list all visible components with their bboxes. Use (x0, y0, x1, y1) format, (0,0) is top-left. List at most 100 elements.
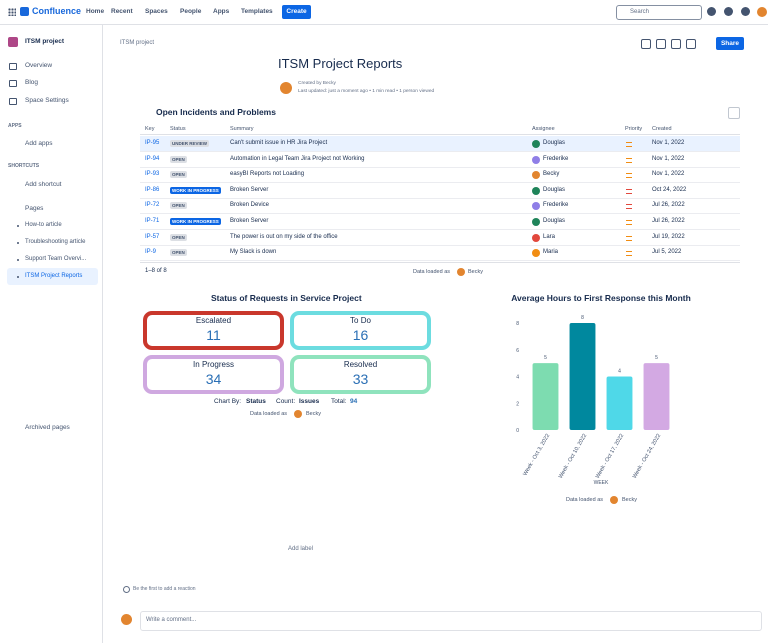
reaction-prompt[interactable]: Be the first to add a reaction (133, 586, 196, 592)
sidebar-link[interactable]: Blog (25, 79, 39, 86)
toolbar-icon[interactable] (656, 39, 666, 49)
loaded-user: Becky (622, 497, 637, 503)
row-rule (140, 260, 740, 262)
status-lozenge: WORK IN PROGRESS (170, 218, 221, 225)
created-date: Nov 1, 2022 (652, 140, 685, 146)
assignee: Douglas (543, 186, 566, 193)
x-axis-label: WEEK (594, 480, 609, 486)
page-bullet (17, 242, 19, 244)
x-tick-label: Week - Oct 3, 2022 (522, 433, 551, 477)
chart-meta: Count: (276, 398, 296, 405)
box-label: To Do (350, 316, 371, 325)
pagination: 1–8 of 8 (145, 268, 167, 274)
page-link[interactable]: Support Team Overvi... (25, 256, 87, 262)
issue-key[interactable]: IP-94 (145, 155, 160, 162)
sidebar-link[interactable]: Overview (25, 62, 53, 69)
add-shortcut[interactable]: Add shortcut (25, 181, 62, 188)
nav-icon[interactable] (707, 7, 716, 16)
toolbar-icon[interactable] (671, 39, 681, 49)
search-placeholder: Search (630, 9, 650, 15)
box-value: 33 (352, 371, 369, 387)
comment-box[interactable]: Write a comment... (140, 611, 762, 631)
created-date: Jul 26, 2022 (652, 202, 685, 209)
priority-icon (626, 157, 632, 163)
add-label[interactable]: Add label (288, 546, 314, 552)
comment-placeholder: Write a comment... (146, 617, 197, 623)
status-chart-title: Status of Requests in Service Project (211, 293, 362, 303)
nav-item[interactable]: People (180, 8, 202, 15)
status-lozenge: OPEN (170, 202, 187, 210)
toolbar-icon[interactable] (641, 39, 651, 49)
issue-key[interactable]: IP-95 (145, 140, 160, 146)
page-link[interactable]: How-to article (25, 222, 62, 228)
page-bullet (17, 259, 19, 261)
issue-key[interactable]: IP-71 (145, 218, 160, 224)
create-button[interactable]: Create (282, 5, 311, 19)
issue-key[interactable]: IP-72 (145, 202, 160, 209)
status-lozenge: WORK IN PROGRESS (170, 186, 221, 194)
user-avatar[interactable] (757, 7, 767, 17)
nav-item[interactable]: Home (86, 8, 105, 15)
status-lozenge: UNDER REVIEW (170, 140, 210, 147)
loaded-as: Data loaded as (250, 411, 287, 417)
space-name[interactable]: ITSM project (25, 38, 65, 45)
issue-key[interactable]: IP-93 (145, 171, 160, 178)
row-rule (140, 151, 740, 152)
table-header: Status (170, 126, 186, 132)
toolbar-icon[interactable] (686, 39, 696, 49)
bar (569, 323, 596, 430)
table-menu[interactable] (728, 107, 740, 119)
created-date: Nov 1, 2022 (652, 171, 685, 178)
page-meta: Last updated: just a moment ago • 1 min … (298, 89, 435, 94)
chart-meta: Issues (299, 398, 320, 405)
chart-meta: Status (246, 398, 266, 405)
issue-key[interactable]: IP-86 (145, 186, 160, 193)
nav-item[interactable]: Templates (241, 8, 273, 15)
add-apps[interactable]: Add apps (25, 140, 53, 147)
status-box[interactable]: Escalated 11 (143, 311, 284, 350)
nav-item[interactable]: Apps (213, 8, 230, 15)
assignee-avatar (532, 249, 540, 258)
reaction-icon[interactable] (123, 586, 130, 593)
pages-heading[interactable]: Pages (25, 205, 44, 212)
assignee: Frederike (543, 202, 569, 209)
status-box[interactable]: Resolved 33 (290, 355, 431, 394)
x-tick-label: Week - Oct 10, 2022 (558, 433, 588, 480)
priority-icon (626, 251, 632, 257)
search-box[interactable]: Search (616, 5, 702, 20)
sidebar-link[interactable]: Space Settings (25, 97, 69, 104)
breadcrumb[interactable]: ITSM project (120, 40, 155, 46)
bar (643, 363, 670, 430)
priority-icon (626, 204, 632, 210)
status-box[interactable]: To Do 16 (290, 311, 431, 350)
row-rule (140, 213, 740, 215)
assignee: Maria (543, 249, 559, 256)
status-box[interactable]: In Progress 34 (143, 355, 284, 394)
nav-item[interactable]: Spaces (145, 8, 168, 15)
archived-pages[interactable]: Archived pages (25, 424, 70, 431)
table-title: Open Incidents and Problems (156, 107, 276, 117)
box-label: Resolved (343, 360, 378, 369)
summary: Broken Server (230, 186, 269, 193)
box-value: 16 (352, 327, 369, 343)
page-link[interactable]: Troubleshooting article (25, 239, 86, 245)
nav-icon[interactable] (741, 7, 750, 16)
issue-key[interactable]: IP-57 (145, 233, 160, 240)
comment-avatar (121, 614, 132, 625)
nav-item[interactable]: Recent (111, 8, 133, 15)
product-name[interactable]: Confluence (32, 6, 82, 16)
row-rule (140, 244, 740, 246)
status-lozenge: OPEN (170, 171, 187, 179)
data-label: 8 (581, 315, 584, 321)
share-button[interactable]: Share (716, 37, 744, 50)
sidebar-icon (9, 80, 17, 87)
row-rule (140, 182, 740, 184)
app-switcher (8, 8, 16, 16)
assignee: Douglas (543, 140, 566, 146)
nav-icon[interactable] (724, 7, 733, 16)
priority-icon (626, 173, 632, 179)
issue-key[interactable]: IP-9 (145, 249, 157, 256)
box-label: In Progress (193, 360, 234, 369)
page-link[interactable]: ITSM Project Reports (25, 273, 83, 279)
data-label: 5 (655, 355, 658, 361)
